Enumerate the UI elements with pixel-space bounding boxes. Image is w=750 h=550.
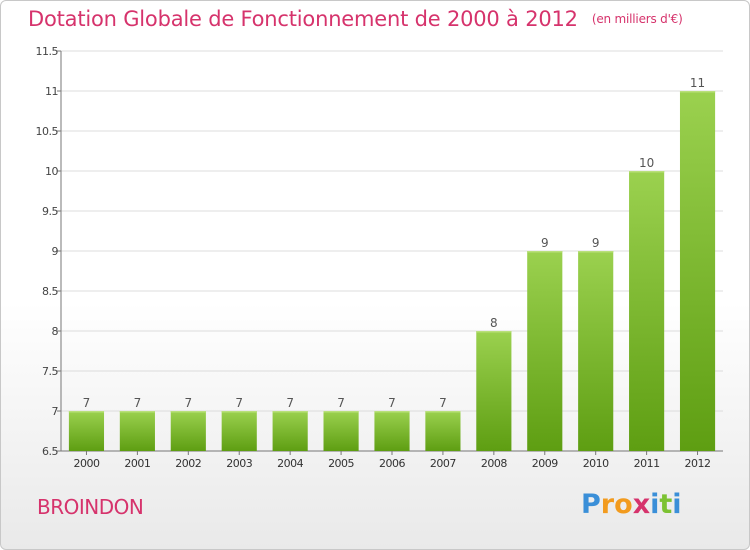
y-tick-label: 8 xyxy=(52,325,59,338)
y-tick-label: 11.5 xyxy=(36,45,59,58)
bar-highlight xyxy=(679,91,716,93)
gridlines xyxy=(61,50,723,452)
y-tick-label: 7.5 xyxy=(42,365,58,378)
chart-title: Dotation Globale de Fonctionnement de 20… xyxy=(28,7,683,31)
bar-highlight xyxy=(629,171,665,173)
data-label: 7 xyxy=(286,396,294,410)
bar xyxy=(221,411,257,451)
bar-highlight xyxy=(323,411,359,413)
x-tick-label: 2008 xyxy=(481,457,507,470)
title-unit: (en milliers d'€) xyxy=(591,12,683,26)
data-label: 10 xyxy=(639,156,654,170)
x-tick-label: 2006 xyxy=(379,457,405,470)
data-label: 7 xyxy=(134,396,142,410)
x-tick-label: 2009 xyxy=(532,457,558,470)
x-tick-label: 2000 xyxy=(73,457,99,470)
title-text: Dotation Globale de Fonctionnement de 20… xyxy=(28,7,578,31)
bar-highlight xyxy=(119,411,155,413)
proxiti-logo: Proxiti xyxy=(581,489,682,520)
x-tick-label: 2004 xyxy=(277,457,303,470)
data-label: 9 xyxy=(592,236,600,250)
x-tick-label: 2011 xyxy=(634,457,660,470)
data-label: 11 xyxy=(690,76,705,90)
y-tick-label: 7 xyxy=(52,405,59,418)
x-axis-labels: 2000 2001 2002 2003 2004 2005 2006 2007 2008 2009… xyxy=(73,457,711,470)
bar xyxy=(323,411,359,451)
y-tick-label: 8.5 xyxy=(42,285,58,298)
x-tick-label: 2010 xyxy=(583,457,609,470)
bar xyxy=(476,331,512,451)
data-label: 7 xyxy=(235,396,243,410)
bars xyxy=(68,91,716,451)
x-tick-label: 2005 xyxy=(328,457,354,470)
bar xyxy=(170,411,206,451)
value-labels: 7 7 7 7 7 7 7 7 8 9 9 10 11 xyxy=(83,76,706,410)
data-label: 7 xyxy=(184,396,192,410)
data-label: 8 xyxy=(490,316,498,330)
y-tick-label: 11 xyxy=(45,85,58,98)
x-tick-label: 2007 xyxy=(430,457,456,470)
bar xyxy=(374,411,410,451)
bar-highlight xyxy=(578,251,614,253)
data-label: 7 xyxy=(337,396,345,410)
data-label: 7 xyxy=(439,396,447,410)
bar-highlight xyxy=(476,331,512,333)
bar xyxy=(68,411,105,451)
bar-highlight xyxy=(425,411,461,413)
bar xyxy=(272,411,308,451)
bar xyxy=(629,171,665,451)
bar-highlight xyxy=(221,411,257,413)
bar xyxy=(119,411,155,451)
x-tick-label: 2003 xyxy=(226,457,252,470)
bar xyxy=(425,411,461,451)
bar xyxy=(527,251,563,451)
data-label: 9 xyxy=(541,236,549,250)
bar-highlight xyxy=(272,411,308,413)
data-label: 7 xyxy=(83,396,91,410)
bar-highlight xyxy=(68,411,105,413)
y-axis-labels: 6.5 7 7.5 8 8.5 9 9.5 10 10.5 11 11.5 xyxy=(36,45,60,458)
axes xyxy=(57,50,723,455)
x-tick-label: 2002 xyxy=(175,457,201,470)
x-tick-label: 2001 xyxy=(124,457,150,470)
y-tick-label: 6.5 xyxy=(42,445,58,458)
x-tick-label: 2012 xyxy=(685,457,711,470)
y-tick-label: 10.5 xyxy=(36,125,59,138)
bar-highlight xyxy=(170,411,206,413)
bar xyxy=(578,251,614,451)
y-tick-label: 9 xyxy=(52,245,59,258)
bar xyxy=(679,91,716,451)
bar-highlight xyxy=(374,411,410,413)
data-label: 7 xyxy=(388,396,396,410)
commune-name: BROINDON xyxy=(37,495,144,519)
bar-highlight xyxy=(527,251,563,253)
y-tick-label: 9.5 xyxy=(42,205,58,218)
y-tick-label: 10 xyxy=(45,165,58,178)
